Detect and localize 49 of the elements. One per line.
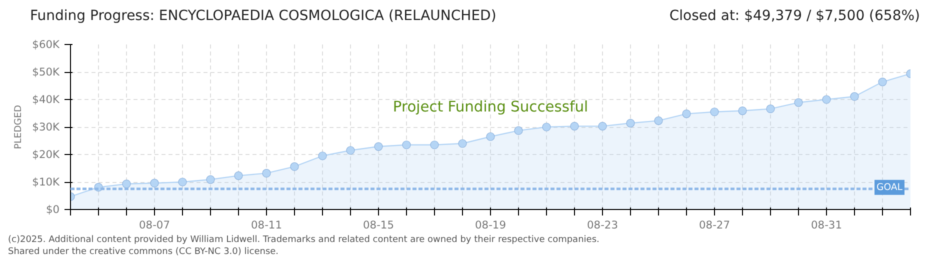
y-tick-label: $10K (32, 176, 61, 188)
x-tick-label: 08-11 (251, 218, 282, 232)
point (710, 108, 719, 116)
point (514, 126, 523, 135)
point (290, 162, 299, 171)
point (206, 175, 215, 184)
point (486, 132, 495, 141)
point (626, 118, 635, 128)
point (178, 178, 187, 186)
point (738, 106, 747, 116)
ref-line-label: GOAL (876, 182, 904, 193)
point (150, 178, 159, 188)
point (570, 122, 579, 130)
y-axis-title: PLEDGED (13, 104, 24, 150)
point (318, 152, 327, 160)
point (374, 142, 383, 151)
chart-subtitle: Closed at: $49,379 / $7,500 (658%) (669, 7, 920, 26)
annotation: Project Funding Successful (392, 98, 588, 116)
chart-title: Funding Progress: ENCYCLOPAEDIA COSMOLOGICA (RELAUNCHED) (30, 7, 496, 26)
x-tick-label: 08-07 (139, 218, 170, 232)
point (822, 95, 831, 104)
y-tick-label: $50K (32, 66, 61, 78)
y-tick-label: $30K (32, 120, 61, 134)
point (430, 140, 439, 150)
point (794, 98, 803, 107)
point (122, 180, 131, 188)
point (850, 92, 859, 101)
point (878, 78, 887, 86)
y-tick-label: $40K (32, 93, 61, 106)
point (654, 116, 663, 125)
point (682, 110, 691, 118)
point (234, 171, 243, 180)
x-tick-label: 08-15 (363, 218, 394, 232)
x-tick-label: 08-19 (475, 218, 506, 232)
point (402, 140, 411, 150)
point (458, 139, 467, 148)
y-tick-label: $0 (46, 203, 60, 216)
x-tick-label: 08-23 (587, 218, 618, 232)
point (346, 146, 355, 155)
point (262, 168, 271, 178)
y-tick-label: $20K (32, 148, 61, 161)
text: Shared under the creative commons (CC BY-NC 3.0) license. (8, 247, 279, 257)
x-tick-label: 08-27 (699, 218, 730, 232)
text: (c)2025. Additional content provided by William Lidwell. Trademarks and related content are owned by their respective companies. (8, 235, 600, 245)
point (598, 122, 607, 130)
point (766, 104, 775, 114)
point (542, 122, 551, 132)
y-tick-label: $60K (32, 38, 61, 51)
x-tick-label: 08-31 (811, 218, 842, 232)
